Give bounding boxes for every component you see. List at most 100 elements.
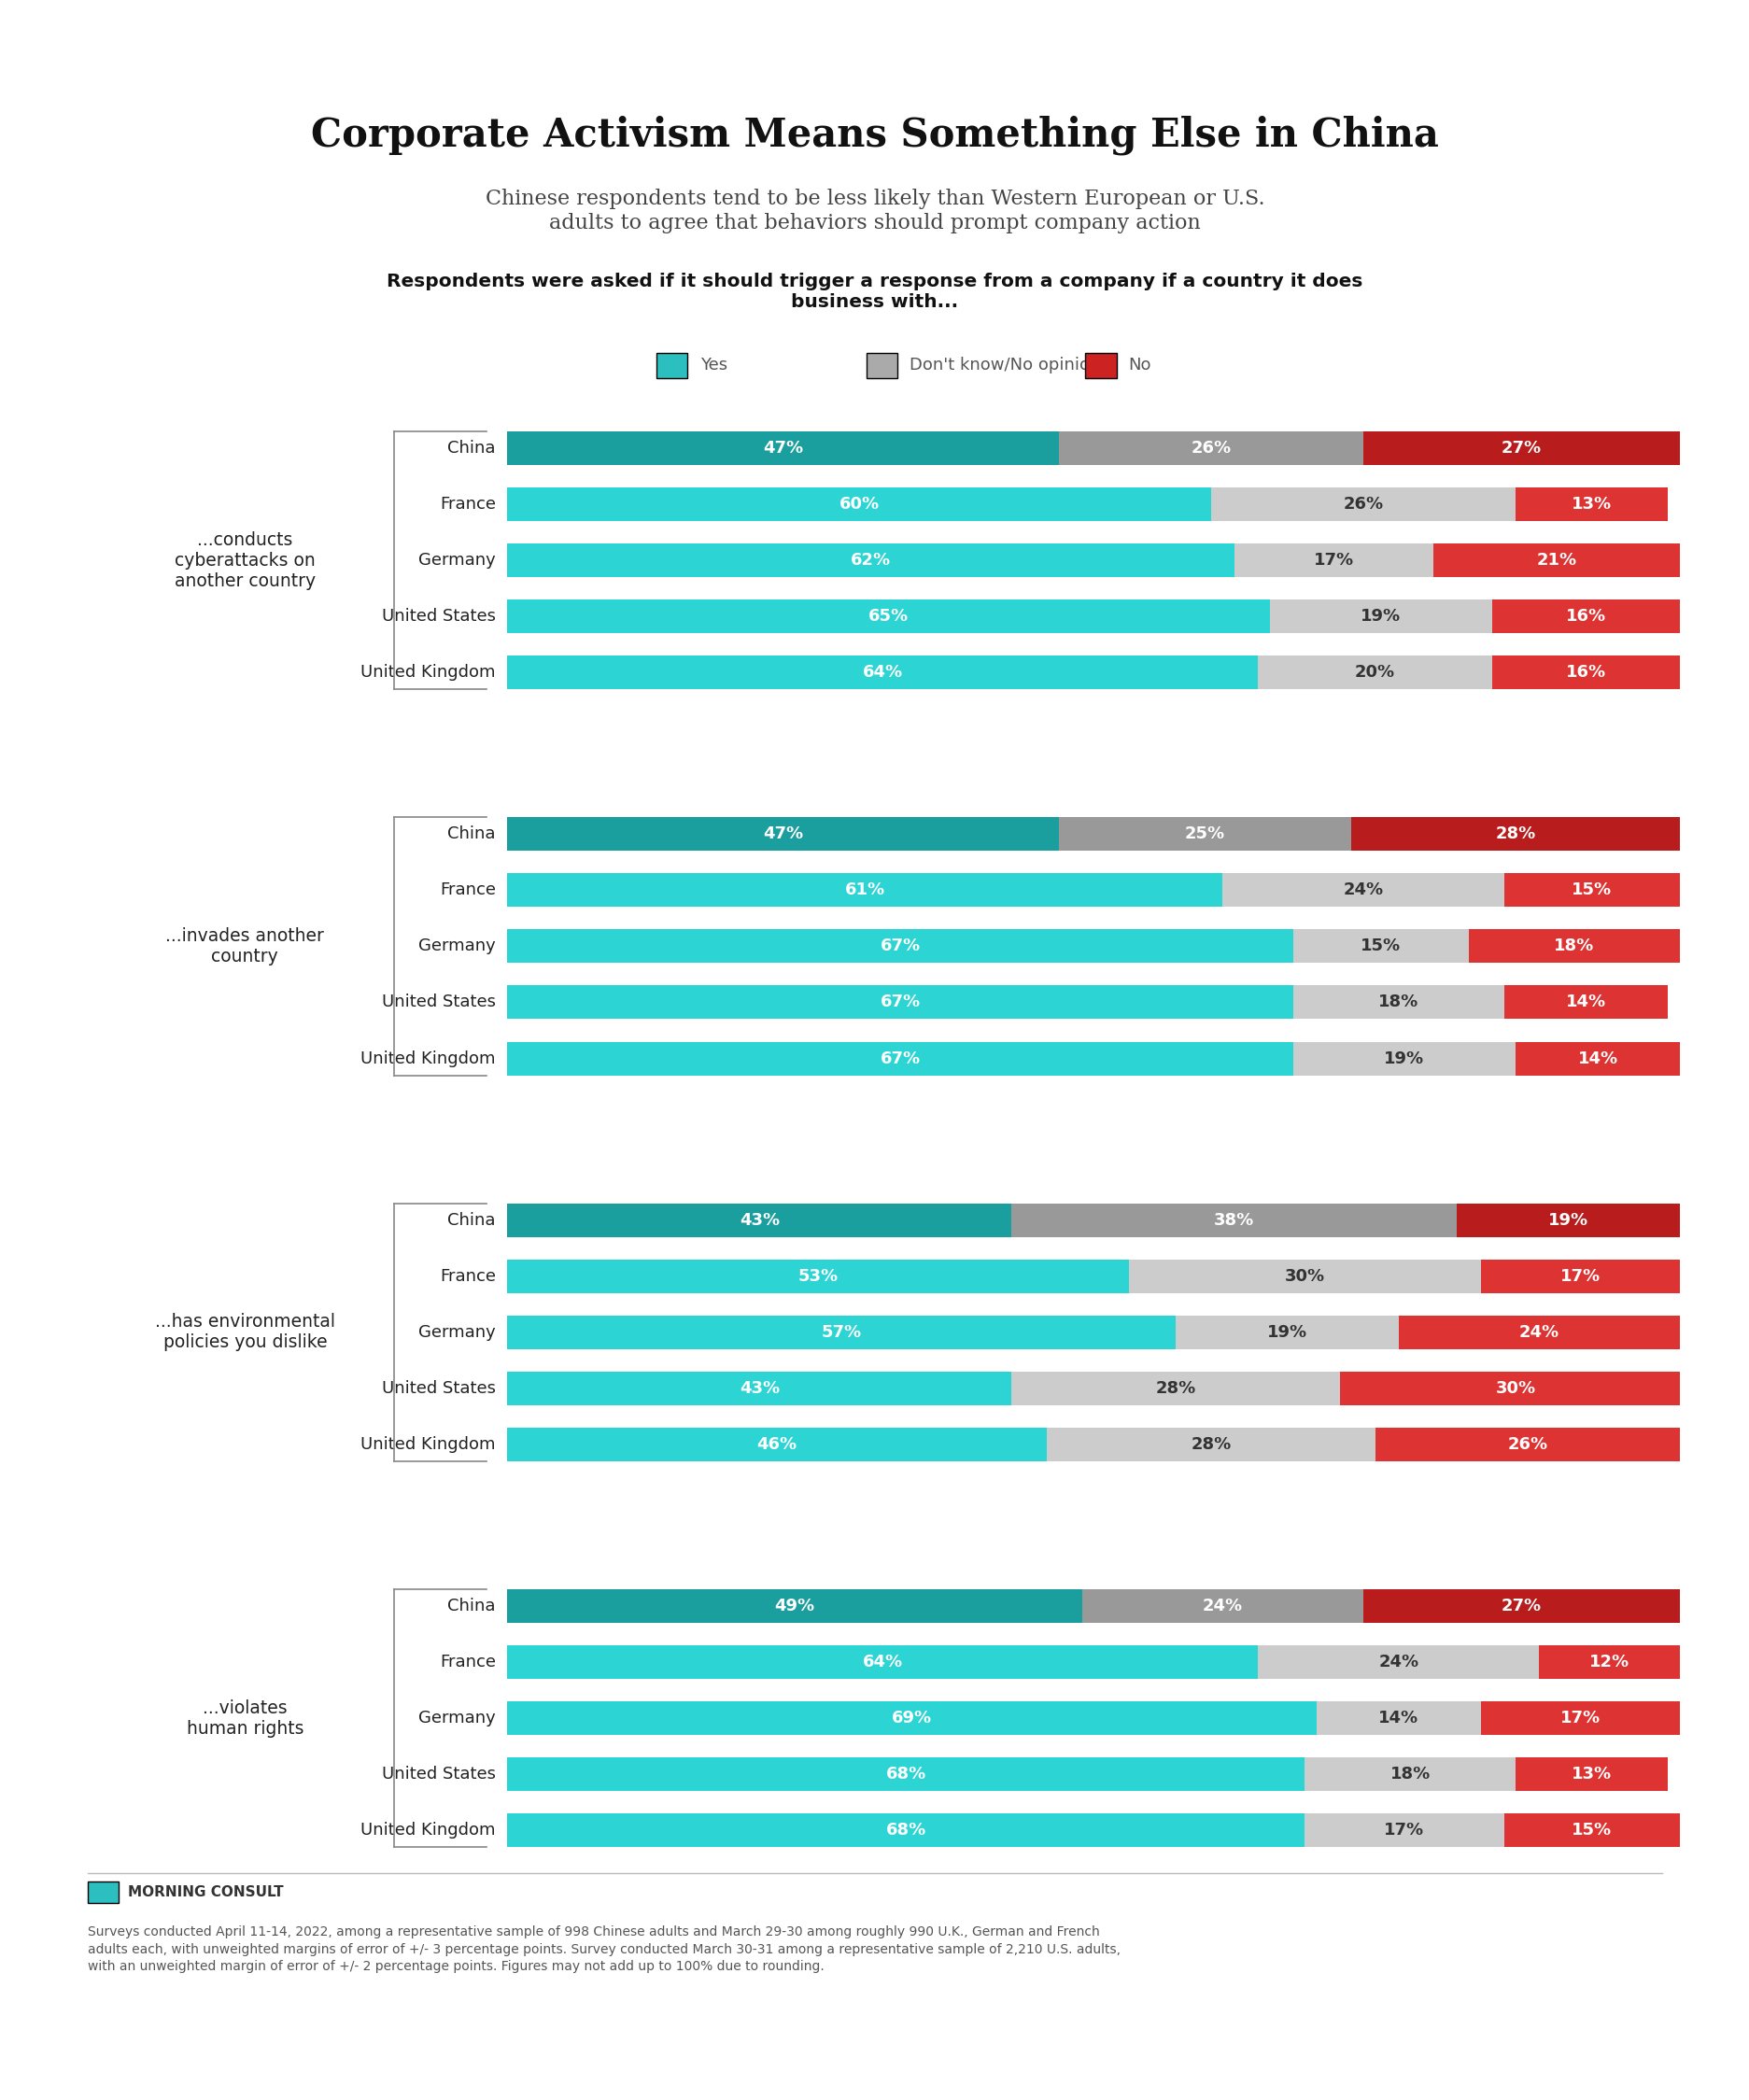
Text: China: China: [448, 439, 495, 456]
Text: United Kingdom: United Kingdom: [360, 1823, 495, 1840]
Bar: [507, 430, 1058, 464]
Bar: [1258, 655, 1492, 689]
Text: MORNING CONSULT: MORNING CONSULT: [128, 1886, 283, 1898]
Text: 13%: 13%: [1571, 1766, 1611, 1783]
Text: 26%: 26%: [1189, 439, 1231, 456]
Bar: [1480, 1260, 1679, 1294]
Text: United States: United States: [381, 609, 495, 626]
Text: 49%: 49%: [775, 1598, 815, 1615]
Bar: [1293, 985, 1504, 1018]
Bar: [507, 1371, 1011, 1405]
Text: 19%: 19%: [1361, 609, 1401, 626]
Text: 43%: 43%: [740, 1380, 780, 1396]
Bar: [507, 1203, 1011, 1237]
Bar: [507, 817, 1058, 850]
Text: 24%: 24%: [1518, 1323, 1558, 1340]
Bar: [1340, 1371, 1691, 1405]
Text: ...violates
human rights: ...violates human rights: [187, 1699, 303, 1737]
Bar: [1362, 1590, 1679, 1623]
Bar: [507, 1814, 1305, 1848]
Text: 68%: 68%: [885, 1766, 925, 1783]
Text: 27%: 27%: [1501, 439, 1541, 456]
Bar: [1492, 598, 1679, 634]
Text: 67%: 67%: [880, 939, 920, 955]
Text: France: France: [439, 1268, 495, 1285]
Text: ...invades another
country: ...invades another country: [166, 926, 324, 966]
Text: Respondents were asked if it should trigger a response from a company if a count: Respondents were asked if it should trig…: [387, 273, 1362, 311]
Text: 15%: 15%: [1571, 882, 1611, 899]
Bar: [1210, 487, 1515, 521]
Text: 69%: 69%: [892, 1709, 932, 1726]
Bar: [1223, 874, 1504, 907]
Bar: [1467, 930, 1679, 964]
Bar: [1504, 1814, 1679, 1848]
Text: Germany: Germany: [418, 552, 495, 569]
Text: 67%: 67%: [880, 993, 920, 1010]
Text: Surveys conducted April 11-14, 2022, among a representative sample of 998 Chines: Surveys conducted April 11-14, 2022, amo…: [87, 1926, 1119, 1974]
Bar: [1011, 1203, 1457, 1237]
Text: 65%: 65%: [868, 609, 908, 626]
Bar: [1258, 1644, 1539, 1680]
Text: United States: United States: [381, 1380, 495, 1396]
Text: 24%: 24%: [1202, 1598, 1242, 1615]
Text: United Kingdom: United Kingdom: [360, 1050, 495, 1067]
Text: Germany: Germany: [418, 1709, 495, 1726]
Text: Germany: Germany: [418, 1323, 495, 1340]
Text: No: No: [1128, 357, 1151, 374]
Text: 12%: 12%: [1588, 1653, 1628, 1669]
Bar: [1432, 544, 1679, 578]
Text: ...has environmental
policies you dislike: ...has environmental policies you dislik…: [156, 1312, 334, 1352]
Text: 24%: 24%: [1378, 1653, 1418, 1669]
Text: Corporate Activism Means Something Else in China: Corporate Activism Means Something Else …: [311, 116, 1438, 155]
Bar: [1492, 655, 1679, 689]
Text: United Kingdom: United Kingdom: [360, 1436, 495, 1453]
Bar: [507, 655, 1258, 689]
Bar: [1011, 1371, 1340, 1405]
Bar: [1058, 817, 1350, 850]
Bar: [1293, 1042, 1515, 1075]
Bar: [507, 1260, 1128, 1294]
Text: 68%: 68%: [885, 1823, 925, 1840]
Text: 26%: 26%: [1343, 496, 1383, 512]
Text: 17%: 17%: [1313, 552, 1354, 569]
Bar: [507, 598, 1270, 634]
Text: 25%: 25%: [1184, 825, 1224, 842]
Bar: [1515, 1758, 1667, 1791]
Text: 16%: 16%: [1565, 609, 1606, 626]
Text: 61%: 61%: [845, 882, 885, 899]
Bar: [1504, 874, 1679, 907]
Bar: [507, 487, 1210, 521]
Text: Yes: Yes: [700, 357, 728, 374]
Bar: [1081, 1590, 1362, 1623]
Text: Don't know/No opinion: Don't know/No opinion: [909, 357, 1100, 374]
Text: 17%: 17%: [1383, 1823, 1424, 1840]
Text: 18%: 18%: [1553, 939, 1593, 955]
Bar: [1362, 430, 1679, 464]
Bar: [507, 1590, 1081, 1623]
Bar: [1504, 985, 1667, 1018]
Bar: [1515, 487, 1667, 521]
Bar: [1480, 1701, 1679, 1735]
Text: 17%: 17%: [1560, 1709, 1600, 1726]
Bar: [507, 1315, 1175, 1348]
Text: France: France: [439, 882, 495, 899]
Text: China: China: [448, 1598, 495, 1615]
Text: 62%: 62%: [850, 552, 890, 569]
Text: 60%: 60%: [838, 496, 880, 512]
Text: 53%: 53%: [798, 1268, 838, 1285]
Text: 18%: 18%: [1389, 1766, 1429, 1783]
Bar: [1046, 1428, 1375, 1462]
Text: 43%: 43%: [740, 1212, 780, 1228]
Text: 46%: 46%: [757, 1436, 798, 1453]
Bar: [1305, 1758, 1515, 1791]
Text: 19%: 19%: [1548, 1212, 1588, 1228]
Text: 28%: 28%: [1495, 825, 1536, 842]
Text: 67%: 67%: [880, 1050, 920, 1067]
Text: France: France: [439, 1653, 495, 1669]
Bar: [1375, 1428, 1679, 1462]
Text: 24%: 24%: [1343, 882, 1383, 899]
Text: China: China: [448, 1212, 495, 1228]
Text: 14%: 14%: [1578, 1050, 1618, 1067]
Bar: [507, 1042, 1293, 1075]
Text: 26%: 26%: [1506, 1436, 1546, 1453]
